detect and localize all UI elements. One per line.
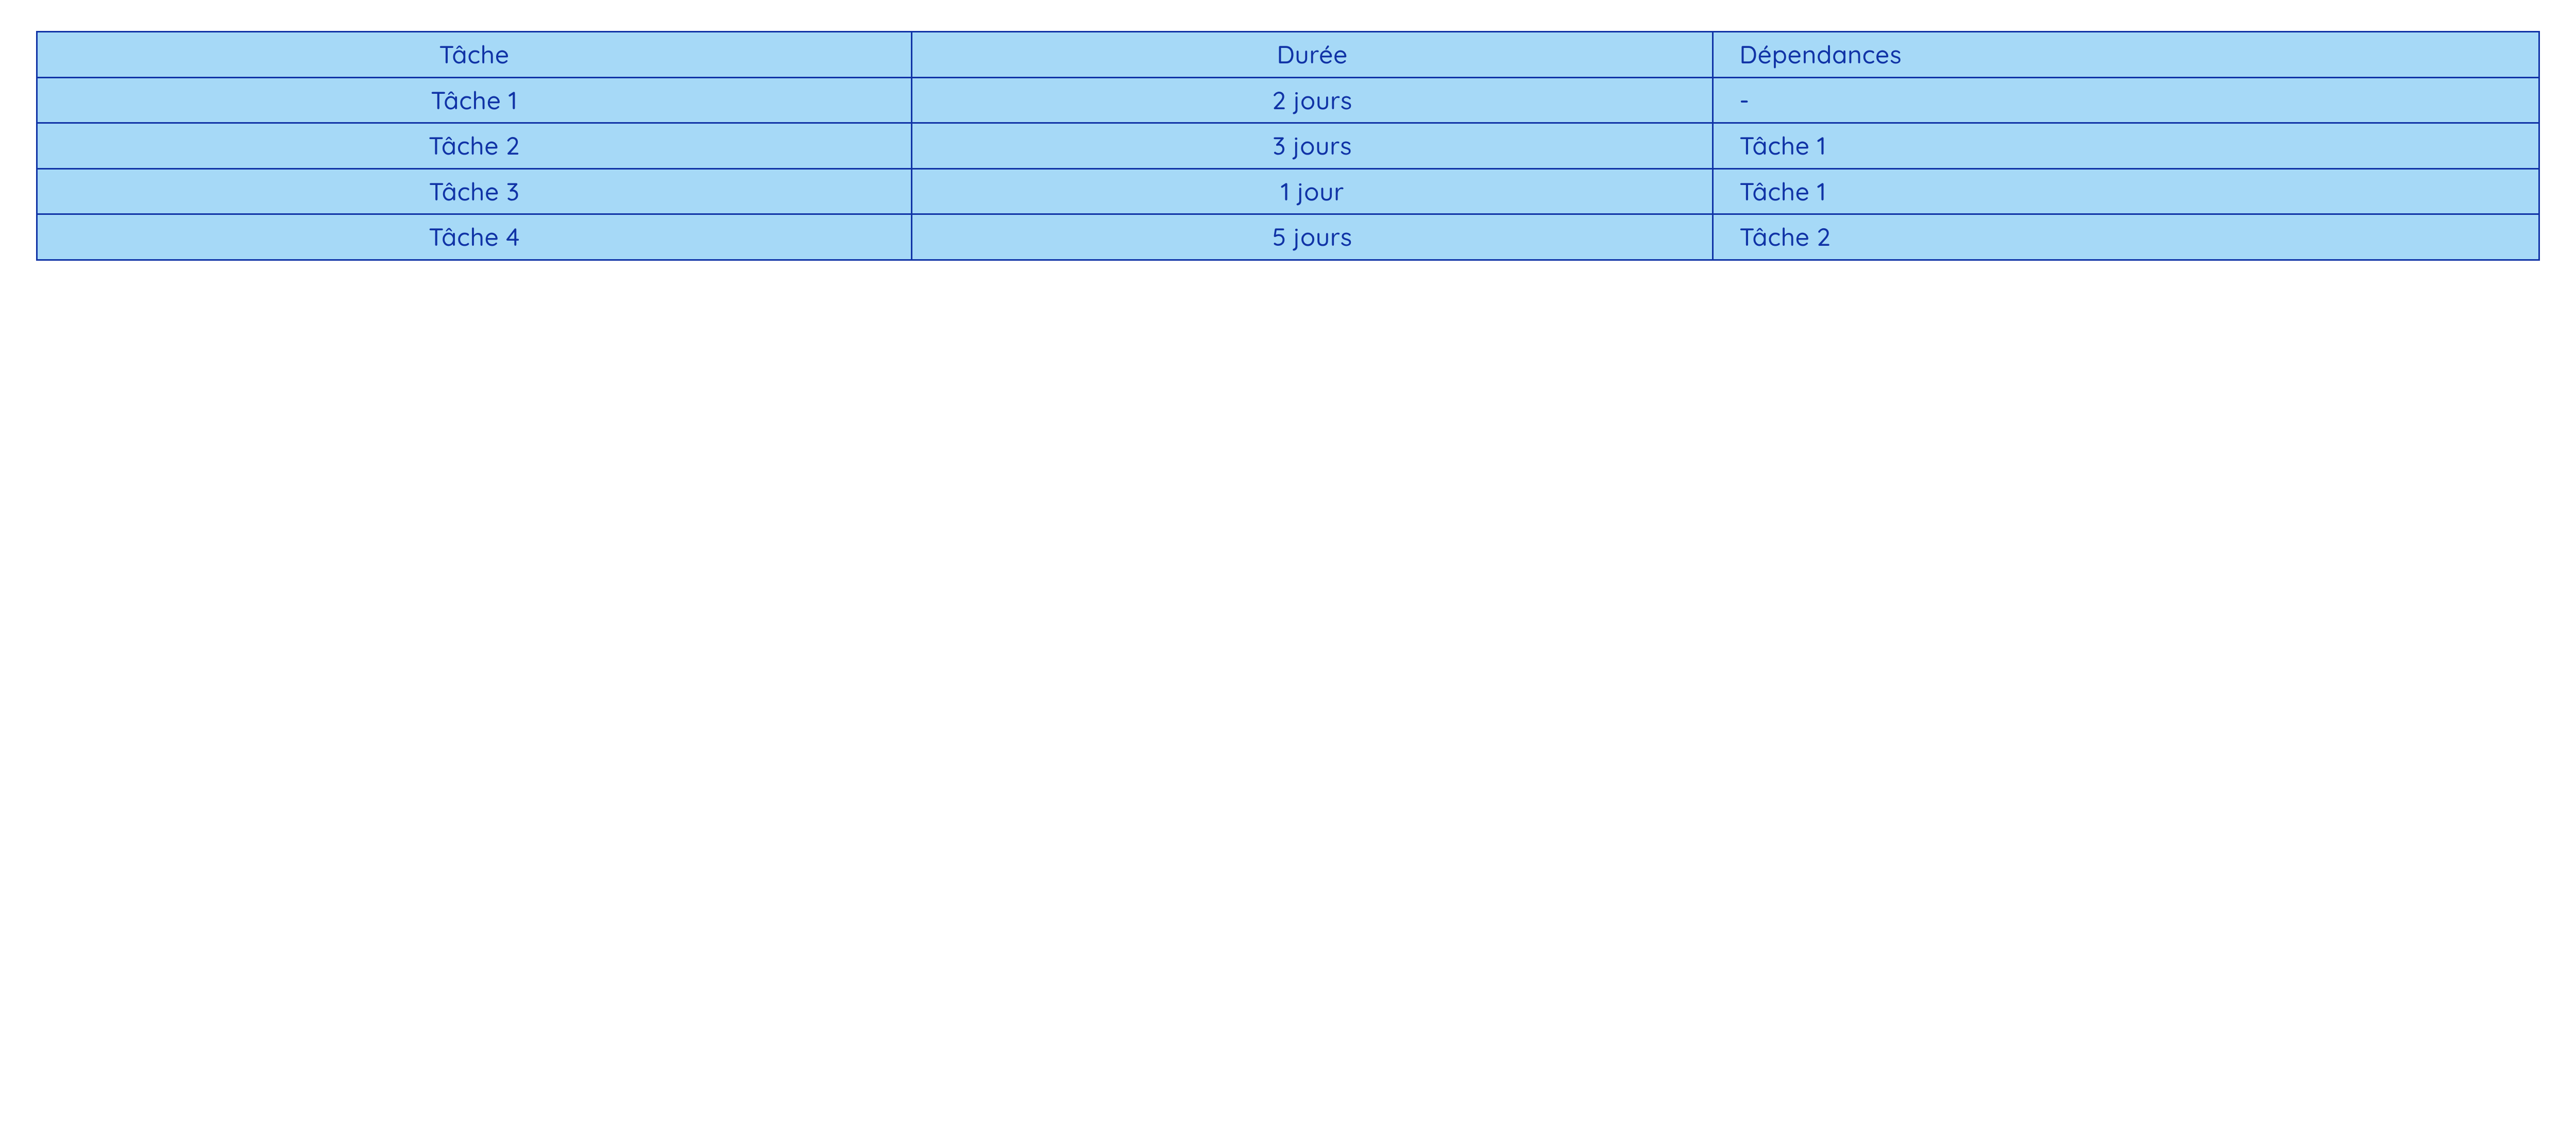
table-row: Tâche 2 3 jours Tâche 1 [36,124,2540,170]
cell-duration: 5 jours [912,215,1714,261]
table-header-row: Tâche Durée Dépendances [36,31,2540,78]
cell-dependencies: Tâche 1 [1714,170,2540,215]
cell-duration: 1 jour [912,170,1714,215]
cell-dependencies: Tâche 1 [1714,124,2540,170]
cell-task: Tâche 1 [36,78,912,124]
table-row: Tâche 1 2 jours - [36,78,2540,124]
table-row: Tâche 4 5 jours Tâche 2 [36,215,2540,261]
cell-dependencies: Tâche 2 [1714,215,2540,261]
cell-task: Tâche 2 [36,124,912,170]
cell-task: Tâche 3 [36,170,912,215]
cell-duration: 2 jours [912,78,1714,124]
table-row: Tâche 3 1 jour Tâche 1 [36,170,2540,215]
cell-dependencies: - [1714,78,2540,124]
header-dependencies: Dépendances [1714,31,2540,78]
cell-task: Tâche 4 [36,215,912,261]
task-table: Tâche Durée Dépendances Tâche 1 2 jours … [36,31,2540,261]
header-task: Tâche [36,31,912,78]
cell-duration: 3 jours [912,124,1714,170]
header-duration: Durée [912,31,1714,78]
